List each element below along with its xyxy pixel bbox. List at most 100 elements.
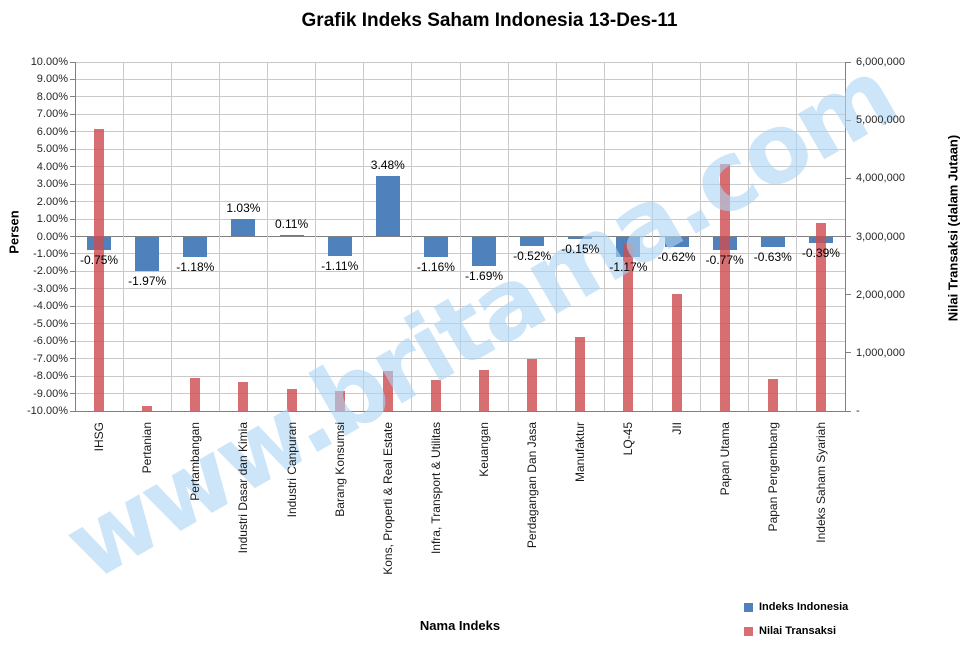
gridline-vertical (748, 62, 750, 411)
bar-value-label: -1.69% (465, 268, 504, 283)
category-label: Manufaktur (573, 422, 588, 483)
gridline-horizontal (75, 410, 845, 412)
right-axis-tick (845, 294, 851, 296)
left-axis-tick (70, 236, 75, 237)
bar-value-label: -0.39% (801, 246, 840, 261)
gridline-vertical (603, 62, 605, 411)
left-axis-tick (70, 340, 75, 342)
legend-item-nilai-transaksi: Nilai Transaksi (744, 625, 848, 638)
bar-nilai-transaksi (334, 390, 345, 411)
left-axis-tick (70, 218, 75, 220)
right-axis-tick-label: 4,000,000 (856, 172, 905, 185)
left-axis-tick (70, 183, 75, 185)
gridline-vertical (218, 62, 220, 411)
left-axis-tick-label: -1.00% (33, 247, 68, 260)
right-axis-tick (845, 177, 851, 179)
category-label: LQ-45 (621, 422, 636, 456)
gridline-vertical (459, 62, 461, 411)
left-axis-tick-label: -5.00% (33, 317, 68, 330)
bar-nilai-transaksi (479, 370, 490, 411)
legend-label-nilai-transaksi: Nilai Transaksi (759, 625, 837, 637)
left-axis-tick-label: -10.00% (27, 405, 68, 417)
bar-nilai-transaksi (238, 381, 249, 411)
left-axis-tick (70, 166, 75, 168)
gridline-vertical (652, 62, 653, 411)
left-axis-tick-label: 7.00% (36, 108, 68, 121)
right-axis-tick-label: 6,000,000 (856, 56, 905, 68)
left-axis-tick (70, 78, 75, 80)
bar-nilai-transaksi (286, 389, 297, 411)
bar-value-label: -1.97% (128, 273, 167, 288)
gridline-vertical (74, 62, 76, 411)
bar-value-label: -1.16% (416, 259, 455, 274)
right-axis-tick (845, 236, 851, 237)
gridline-vertical (170, 62, 172, 411)
category-label: Industri Dasar dan Kimia (236, 422, 251, 554)
bar-indeks-indonesia (520, 236, 545, 246)
category-label: Barang Konsumsi (332, 422, 347, 517)
bar-nilai-transaksi (94, 129, 105, 411)
bar-indeks-indonesia (327, 236, 352, 256)
left-axis-tick-label: 10.00% (30, 56, 68, 68)
bar-nilai-transaksi (815, 223, 826, 411)
right-axis-tick-label: 3,000,000 (856, 230, 905, 243)
bar-indeks-indonesia (231, 218, 256, 237)
left-axis-tick (70, 253, 75, 255)
left-axis-tick (70, 201, 75, 203)
left-axis-tick (70, 375, 75, 377)
gridline-vertical (363, 62, 365, 411)
bar-nilai-transaksi (575, 337, 586, 411)
legend-label-indeks-indonesia: Indeks Indonesia (759, 601, 849, 613)
bar-indeks-indonesia (279, 234, 304, 237)
bar-value-label: -1.11% (321, 258, 359, 273)
category-label: Papan Pengembang (765, 422, 780, 532)
bar-value-label: -0.77% (705, 252, 744, 267)
bar-nilai-transaksi (623, 244, 634, 411)
category-label: Kons, Properti & Real Estate (380, 422, 395, 575)
right-axis-tick-label: - (856, 405, 860, 417)
bar-indeks-indonesia (135, 236, 160, 271)
bar-value-label: -0.52% (513, 248, 552, 263)
category-label: JII (669, 422, 684, 435)
x-axis-title: Nama Indeks (419, 618, 501, 633)
left-axis-tick-label: 5.00% (36, 143, 68, 156)
left-axis-tick-label: 0.00% (36, 230, 68, 243)
gridline-vertical (315, 62, 317, 411)
right-axis-tick-label: 1,000,000 (856, 346, 905, 359)
bar-indeks-indonesia (375, 175, 400, 237)
left-axis-tick-label: -2.00% (33, 265, 68, 278)
left-axis-tick (70, 288, 75, 290)
bar-indeks-indonesia (183, 236, 208, 258)
left-axis-tick-label: 8.00% (36, 90, 68, 103)
bar-value-label: -1.18% (176, 260, 215, 275)
category-label: Indeks Saham Syariah (813, 422, 828, 543)
bar-value-label: 0.11% (274, 216, 309, 231)
right-axis-title-text: Nilai Transaksi (dalam Jutaan) (945, 134, 961, 322)
left-axis-tick-label: 2.00% (36, 195, 68, 208)
category-label: Industri Canpuran (284, 422, 299, 518)
gridline-vertical (411, 62, 413, 411)
left-axis-title-text: Persen (6, 210, 22, 254)
bar-nilai-transaksi (142, 405, 153, 411)
bar-nilai-transaksi (671, 294, 682, 411)
bar-nilai-transaksi (190, 378, 201, 411)
left-axis-tick-label: -6.00% (33, 335, 68, 348)
legend-item-indeks-indonesia: Indeks Indonesia (744, 601, 848, 614)
left-axis-tick (70, 61, 75, 63)
right-axis-tick (845, 61, 851, 63)
left-axis-tick-label: -4.00% (33, 300, 68, 313)
legend-swatch-blue-icon (744, 603, 753, 612)
bar-indeks-indonesia (760, 236, 785, 248)
left-axis-tick-label: -7.00% (33, 352, 68, 365)
bar-value-label: 1.03% (226, 200, 261, 215)
right-axis-tick-label: 5,000,000 (856, 114, 905, 127)
left-axis-tick-label: 4.00% (36, 160, 68, 173)
gridline-vertical (507, 62, 509, 411)
bar-nilai-transaksi (767, 379, 778, 411)
bar-value-label: -0.75% (80, 252, 119, 267)
left-axis-tick (70, 358, 75, 360)
left-axis-tick-label: -3.00% (33, 282, 68, 295)
bar-nilai-transaksi (430, 379, 441, 411)
